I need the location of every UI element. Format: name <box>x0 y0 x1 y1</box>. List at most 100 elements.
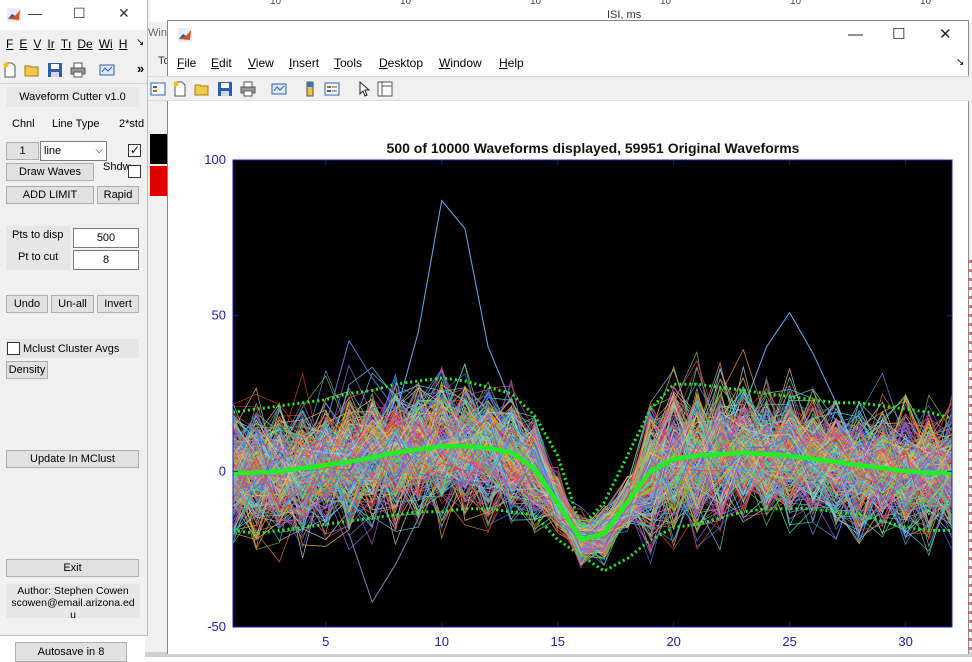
link-plot-icon[interactable] <box>99 62 115 78</box>
y-tick-label: 50 <box>212 308 226 323</box>
x-tick-label: 30 <box>898 634 912 649</box>
figure-title-bar: — ☐ ✕ <box>168 21 968 51</box>
background-bottom-edge <box>145 652 972 657</box>
menu-desktop[interactable]: De <box>77 37 93 51</box>
menu-file[interactable]: File <box>177 56 197 70</box>
author-email: scowen@email.arizona.ed <box>11 597 135 609</box>
background-color-swatch-red <box>150 166 168 196</box>
menu-tools[interactable]: Tı <box>60 37 72 51</box>
maximize-button[interactable]: ☐ <box>73 5 86 21</box>
toolbar: » <box>0 56 147 84</box>
waveform-trace <box>233 401 952 537</box>
exit-button[interactable]: Exit <box>6 559 139 577</box>
y-tick-label: 100 <box>204 152 226 167</box>
x-tick-label: 10 <box>435 634 449 649</box>
lower-bound-line <box>233 507 952 573</box>
menu-file[interactable]: F <box>6 37 14 51</box>
add-limit-button[interactable]: ADD LIMIT <box>6 186 94 204</box>
line-type-value: line <box>44 145 62 157</box>
menu-help[interactable]: H <box>118 37 128 51</box>
new-file-icon[interactable] <box>2 62 18 78</box>
author-name: Author: Stephen Cowen <box>17 585 129 597</box>
channel-button[interactable]: 1 <box>6 142 39 160</box>
density-button[interactable]: Density <box>6 361 48 379</box>
colorbar-icon[interactable] <box>302 81 318 97</box>
unall-button[interactable]: Un-all <box>51 295 94 313</box>
shdw-checkbox[interactable] <box>128 165 141 178</box>
save-icon[interactable] <box>47 62 63 78</box>
waveform-trace <box>233 412 952 548</box>
waveform-trace <box>348 517 419 604</box>
background-color-swatch <box>150 134 168 164</box>
rapid-button[interactable]: Rapid <box>97 186 139 204</box>
new-figure-icon[interactable] <box>172 81 188 97</box>
menu-insert[interactable]: Insert <box>289 56 320 70</box>
line-type-select[interactable]: line ⌵ <box>40 141 107 161</box>
save-icon[interactable] <box>217 81 233 97</box>
print-icon[interactable] <box>70 62 86 78</box>
waveform-trace <box>233 414 952 550</box>
menu-bar: F E V Ir Tı De Wi H ↘ <box>0 30 147 56</box>
background-sidebar-label: Win <box>148 27 167 39</box>
cut-settings-labels <box>6 226 70 270</box>
waveform-trace <box>233 372 952 552</box>
waveform-trace <box>233 415 952 541</box>
background-tick: 10 <box>920 0 932 7</box>
pts-to-disp-label: Pts to disp <box>12 229 64 241</box>
update-mclust-button[interactable]: Update In MClust <box>6 450 139 468</box>
waveform-trace <box>394 199 512 416</box>
std-header: 2*std <box>119 118 145 130</box>
toolbar-overflow-icon[interactable]: » <box>137 61 145 76</box>
minimize-button[interactable]: — <box>28 5 42 21</box>
menu-desktop[interactable]: Desktop <box>379 56 424 70</box>
undo-button[interactable]: Undo <box>6 295 48 313</box>
axes-border <box>232 159 953 628</box>
std-checkbox[interactable]: ✓ <box>128 143 141 157</box>
menu-insert[interactable]: Ir <box>47 37 55 51</box>
menu-edit[interactable]: Edit <box>211 56 232 70</box>
menu-view[interactable]: View <box>248 56 274 70</box>
waveform-trace <box>233 362 952 552</box>
edit-plot-cursor-icon[interactable] <box>356 80 372 97</box>
menu-tools[interactable]: Tools <box>334 56 363 70</box>
open-folder-icon[interactable] <box>24 62 40 78</box>
checkmark-icon: ✓ <box>130 143 141 157</box>
waveform-trace <box>233 434 952 550</box>
draw-waves-button[interactable]: Draw Waves <box>6 163 94 181</box>
pts-to-disp-input[interactable]: 500 <box>73 228 139 248</box>
statistics-overlay <box>233 376 952 573</box>
legend-icon[interactable] <box>324 81 340 97</box>
minimize-button[interactable]: — <box>848 26 863 43</box>
maximize-button[interactable]: ☐ <box>892 26 906 43</box>
background-sidebar-label-2: To <box>158 55 170 67</box>
waveform-trace <box>233 414 952 556</box>
figure-menu-bar: File Edit View Insert Tools Desktop Wind… <box>168 53 968 75</box>
menu-overflow-icon[interactable]: ↘ <box>956 57 965 68</box>
mclust-checkbox[interactable] <box>7 342 20 355</box>
waveform-plot[interactable]: 500 of 10000 Waveforms displayed, 59951 … <box>168 102 968 654</box>
waveform-cutter-window: — ☐ ✕ F E V Ir Tı De Wi H ↘ » Waveform Cutter v… <box>0 0 148 636</box>
shdw-label: Shdw <box>103 161 131 173</box>
menu-overflow-icon[interactable]: ↘ <box>136 37 145 48</box>
menu-window[interactable]: Window <box>439 56 482 70</box>
mean-waveform-line <box>233 444 952 543</box>
invert-button[interactable]: Invert <box>97 295 139 313</box>
close-button[interactable]: ✕ <box>939 26 952 43</box>
x-tick-label: 15 <box>550 634 564 649</box>
figure-toolbar <box>148 76 969 101</box>
waveform-trace <box>233 433 952 532</box>
close-button[interactable]: ✕ <box>118 5 130 21</box>
open-folder-icon[interactable] <box>194 81 210 97</box>
x-tick-label: 25 <box>782 634 796 649</box>
pt-to-cut-input[interactable]: 8 <box>73 250 139 270</box>
menu-window[interactable]: Wi <box>98 37 113 51</box>
plot-tools-icon[interactable] <box>377 81 393 97</box>
property-editor-icon[interactable] <box>150 81 166 97</box>
link-plot-icon[interactable] <box>271 81 287 97</box>
autosave-button[interactable]: Autosave in 8 <box>15 642 127 662</box>
waveform-trace <box>233 387 952 542</box>
menu-help[interactable]: Help <box>499 56 524 70</box>
print-icon[interactable] <box>240 81 256 97</box>
menu-edit[interactable]: E <box>19 37 28 51</box>
menu-view[interactable]: V <box>33 37 42 51</box>
